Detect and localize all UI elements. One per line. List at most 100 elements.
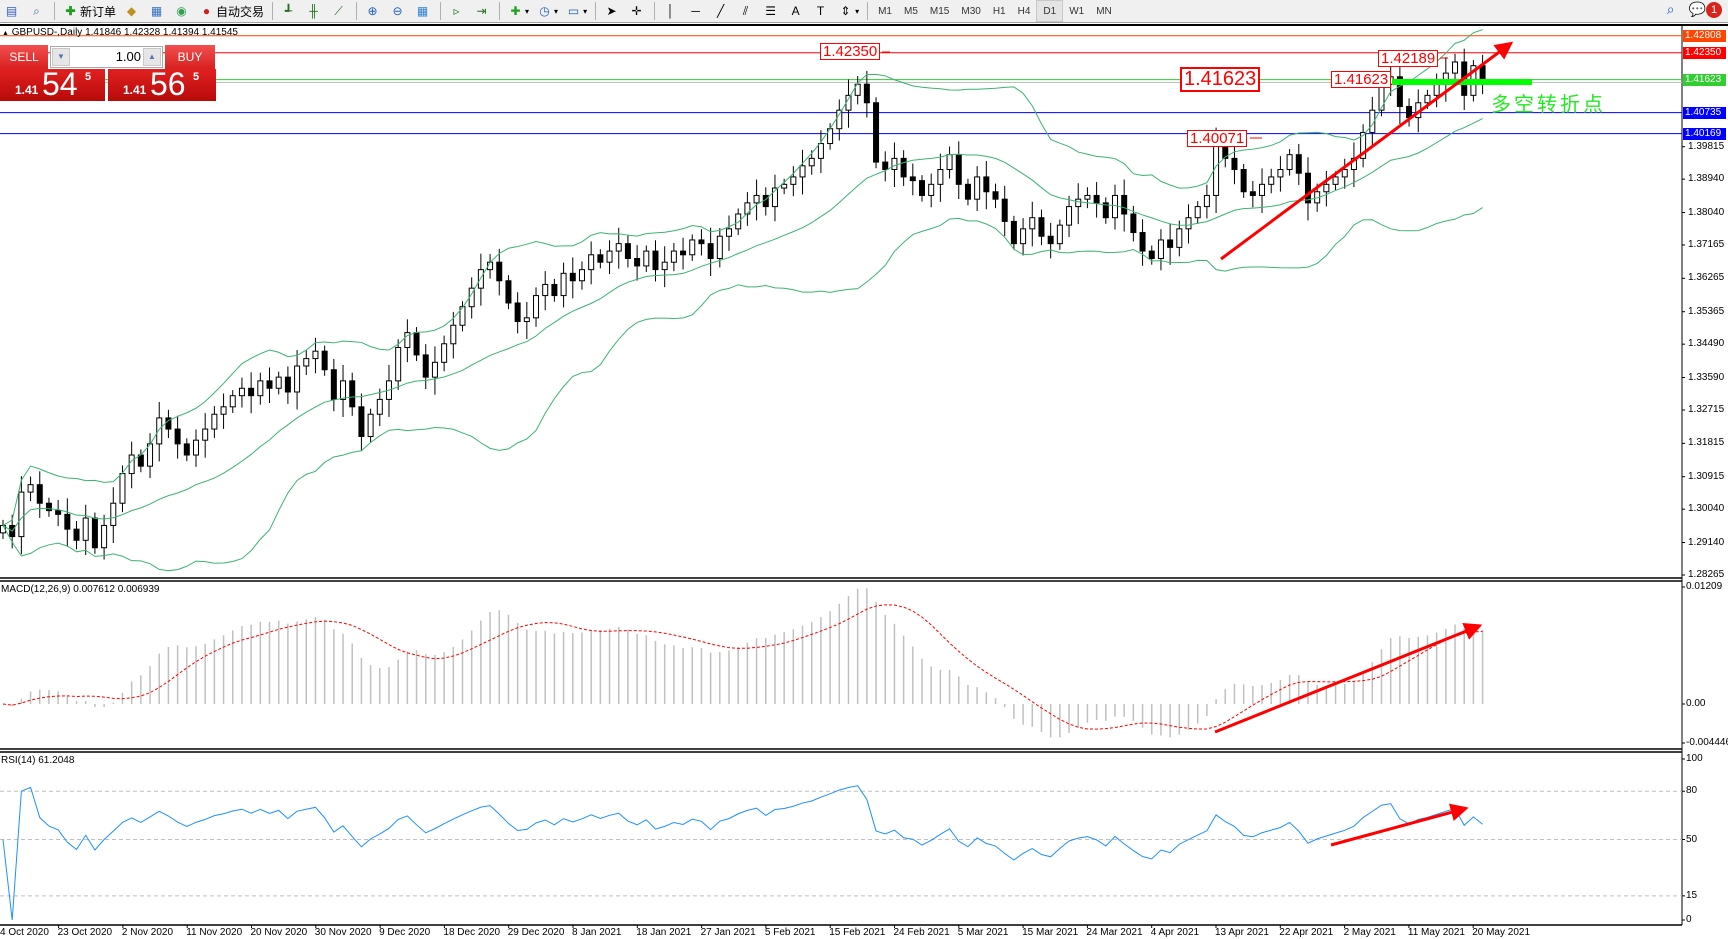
candle-bullish <box>753 194 760 204</box>
candle-bearish <box>358 406 365 437</box>
buy-price-pips: 56 <box>150 66 186 102</box>
search-icon[interactable]: ⌕ <box>1666 1 1675 17</box>
zoom-out-button[interactable]: ⊖ <box>386 1 411 21</box>
fibonacci-icon: ☰ <box>765 3 776 18</box>
metaeditor-button[interactable]: ◆ <box>120 1 145 21</box>
candle-bullish <box>726 228 733 237</box>
buy-button[interactable]: BUY <box>165 45 215 69</box>
line-chart-icon: ⟋ <box>334 3 343 18</box>
zoom-in-button[interactable]: ⊕ <box>361 1 386 21</box>
candle-bullish <box>459 306 466 326</box>
annotation-high-2[interactable]: 1.42189 <box>1378 50 1439 67</box>
candle-bullish <box>946 154 953 171</box>
rsi-line <box>2 785 1483 921</box>
timeframe-h4[interactable]: H4 <box>1017 5 1031 17</box>
indicators-button[interactable]: ✚ ▾ <box>504 1 533 21</box>
buy-price-box[interactable]: 1.41 56 5 <box>108 66 216 102</box>
candle-bullish <box>156 417 163 445</box>
vertical-line-icon: │ <box>666 3 675 18</box>
level-tag-1.42350: 1.42350 <box>1683 46 1726 59</box>
level-tag-1.42808: 1.42808 <box>1683 29 1726 42</box>
timeframe-h1[interactable]: H1 <box>992 5 1006 17</box>
timeframe-m15[interactable]: M15 <box>929 5 950 17</box>
tile-windows-button[interactable]: ▦ <box>411 1 436 21</box>
timeframe-w1[interactable]: W1 <box>1069 5 1085 17</box>
lot-decrease-button[interactable]: ▼ <box>52 48 70 66</box>
candle-bullish <box>817 143 824 159</box>
signals-button[interactable]: ▦ <box>145 1 170 21</box>
candle-bullish <box>275 376 282 389</box>
candle-bullish <box>1378 83 1385 111</box>
candle-bullish <box>560 272 567 297</box>
candle-bearish <box>321 350 328 371</box>
candle-bullish <box>661 261 668 271</box>
price-tick-label: 1.33590 <box>1688 371 1725 383</box>
market-button[interactable]: ◉ <box>170 1 195 21</box>
timeframe-mn[interactable]: MN <box>1096 5 1112 17</box>
date-label: 11 Nov 2020 <box>186 927 243 938</box>
auto-trading-button[interactable]: ● 自动交易 <box>195 1 268 21</box>
fibonacci-tool[interactable]: ☰ <box>759 1 784 21</box>
vertical-line-tool[interactable]: │ <box>659 1 684 21</box>
rsi-trend-arrow[interactable] <box>1330 803 1469 847</box>
price-tick-label: 1.30040 <box>1688 503 1725 515</box>
server-icon: ▦ <box>150 3 163 18</box>
clock-icon: ◷ <box>539 3 550 18</box>
candle-bullish <box>1020 228 1027 245</box>
bar-chart-button[interactable]: ┹ <box>277 1 302 21</box>
price-tick-label: 1.28265 <box>1688 568 1725 580</box>
annotation-high-1[interactable]: 1.42350 <box>820 43 881 60</box>
timeframe-m5[interactable]: M5 <box>904 5 918 17</box>
sell-price-box[interactable]: 1.41 54 5 <box>0 66 105 102</box>
candle-bullish <box>790 176 797 185</box>
annotation-note[interactable]: 多空转折点 <box>1491 94 1606 116</box>
macd-tick-label: 0.01209 <box>1686 581 1723 592</box>
templates-button[interactable]: ▭ ▾ <box>567 3 588 18</box>
new-order-button[interactable]: ✚ 新订单 <box>59 1 120 21</box>
lot-increase-button[interactable]: ▲ <box>143 48 161 66</box>
magnifier-doc-icon: ⌕ <box>33 3 40 18</box>
lot-size-spinner: ▼ ▲ <box>50 46 163 68</box>
timeframe-m1[interactable]: M1 <box>878 5 892 17</box>
candle-bullish <box>294 365 301 393</box>
candle-bearish <box>900 157 907 178</box>
candle-bullish <box>119 473 126 504</box>
periods-button[interactable]: ◷ ▾ <box>533 1 562 21</box>
equidistant-channel-tool[interactable]: ⫽ <box>734 1 759 21</box>
timeframe-d1[interactable]: D1 <box>1036 0 1064 22</box>
toolbar-divider <box>54 2 55 20</box>
lot-size-input[interactable] <box>71 49 141 64</box>
chart-window[interactable] <box>0 24 1728 939</box>
annotation-breakout[interactable]: 1.40071 <box>1187 130 1248 147</box>
macd-trend-arrow[interactable] <box>1214 623 1483 734</box>
rsi-label: RSI(14) 61.2048 <box>1 755 75 766</box>
arrows-tool[interactable]: ⇕ ▾ <box>834 1 863 21</box>
trendline-tool[interactable]: ╱ <box>709 1 734 21</box>
sell-button[interactable]: SELL <box>0 45 48 69</box>
new-chart-button[interactable]: ▤ <box>0 1 25 21</box>
autoscroll-button[interactable]: ▹ <box>445 1 470 21</box>
candle-bearish <box>624 243 631 259</box>
candlestick-icon: ╫ <box>309 3 318 18</box>
chart-shift-button[interactable]: ⇥ <box>470 1 495 21</box>
navigator-button[interactable]: ⌕ <box>25 1 50 21</box>
candle-bearish <box>1295 154 1302 174</box>
text-tool[interactable]: A <box>784 1 809 21</box>
price-trend-arrow[interactable] <box>1220 41 1514 261</box>
annotation-level-big[interactable]: 1.41623 <box>1180 67 1261 92</box>
annotation-level-small[interactable]: 1.41623 <box>1331 71 1392 88</box>
collapse-triangle-icon[interactable]: ▲ <box>2 30 9 37</box>
candlestick-button[interactable]: ╫ <box>302 1 327 21</box>
horizontal-line-tool[interactable]: ─ <box>684 1 709 21</box>
sell-price-pips: 54 <box>42 66 78 102</box>
notifications-button[interactable]: 💬 1 <box>1689 1 1722 18</box>
timeframe-m30[interactable]: M30 <box>961 5 981 17</box>
crosshair-tool[interactable]: ✛ <box>625 1 650 21</box>
candle-bullish <box>1360 131 1367 159</box>
price-tick-label: 1.31815 <box>1688 437 1725 449</box>
cursor-tool[interactable]: ➤ <box>600 1 625 21</box>
rsi-tick-label: 80 <box>1686 785 1698 797</box>
text-label-tool[interactable]: T <box>809 1 834 21</box>
line-chart-button[interactable]: ⟋ <box>327 1 352 21</box>
